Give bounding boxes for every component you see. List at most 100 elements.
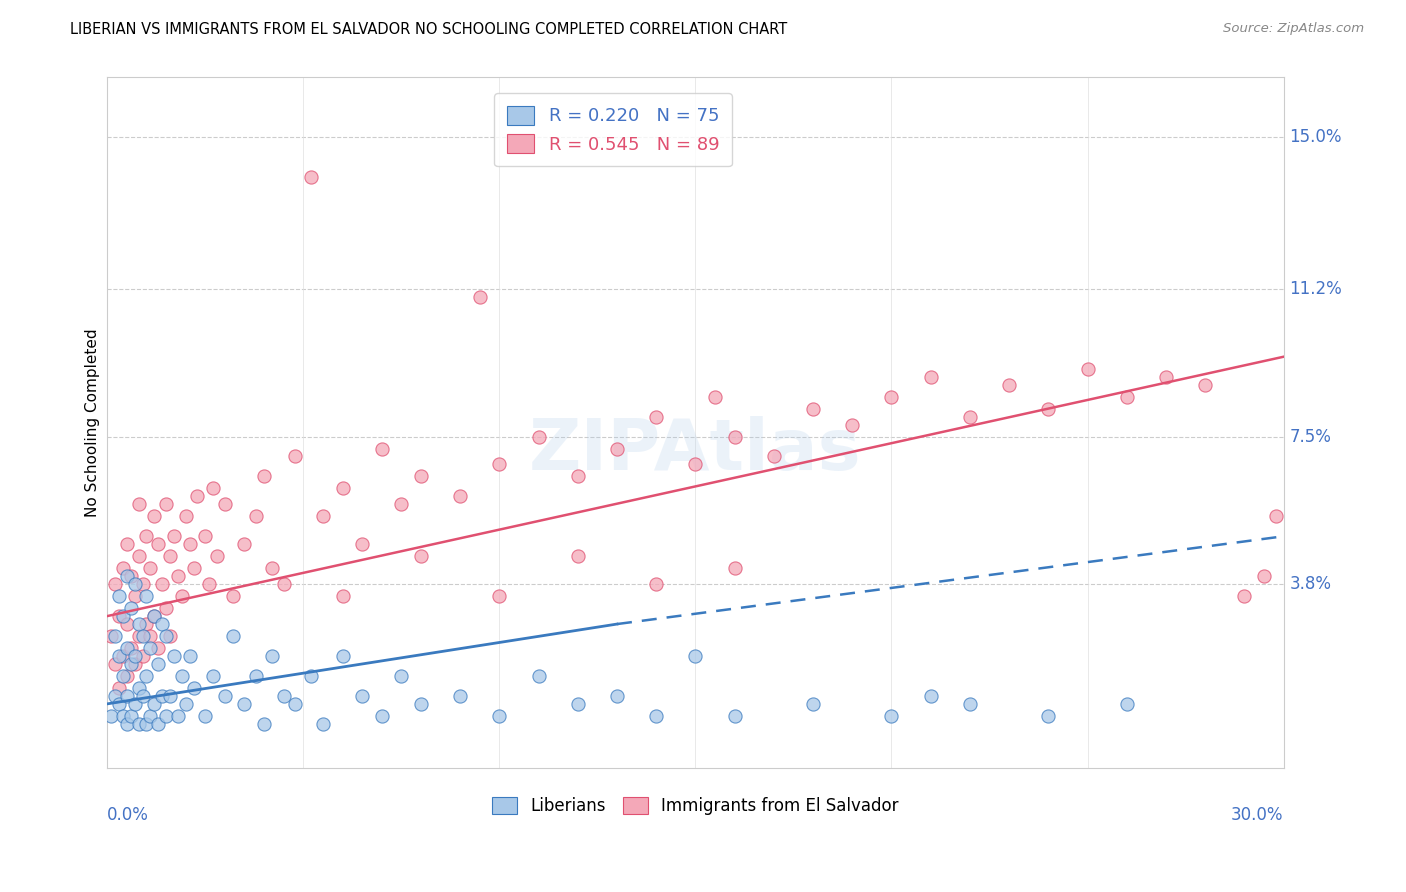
Point [108,648,131,663]
Point [104,629,127,643]
Point [128,497,150,511]
Point [135,617,157,632]
Point [1038,401,1060,416]
Point [104,577,127,591]
Text: 0.0%: 0.0% [107,805,149,823]
Point [488,709,510,723]
Point [139,561,162,575]
Point [108,681,131,695]
Point [179,648,201,663]
Point [488,458,510,472]
Point [352,689,374,703]
Point [370,442,392,456]
Point [111,561,134,575]
Text: 11.2%: 11.2% [1289,280,1343,298]
Point [1076,361,1098,376]
Point [273,577,295,591]
Point [139,640,162,655]
Point [104,657,127,671]
Point [645,577,668,591]
Point [723,561,745,575]
Point [801,401,824,416]
Point [214,497,236,511]
Point [312,509,335,524]
Point [131,629,153,643]
Point [183,681,205,695]
Point [723,709,745,723]
Point [115,617,138,632]
Point [1233,589,1256,603]
Point [108,609,131,624]
Point [148,640,170,655]
Point [841,417,863,432]
Point [1264,509,1286,524]
Point [409,469,432,483]
Point [332,589,354,603]
Point [723,429,745,443]
Point [685,458,707,472]
Point [567,697,589,711]
Point [139,629,162,643]
Y-axis label: No Schooling Completed: No Schooling Completed [86,328,100,516]
Point [150,617,173,632]
Point [194,529,217,543]
Point [155,709,177,723]
Point [115,689,138,703]
Point [150,577,173,591]
Point [527,429,550,443]
Point [284,697,307,711]
Point [115,537,138,551]
Point [194,709,217,723]
Point [155,601,177,615]
Point [111,709,134,723]
Point [131,577,153,591]
Point [159,549,181,564]
Text: 30.0%: 30.0% [1232,805,1284,823]
Point [111,669,134,683]
Point [159,629,181,643]
Point [1115,390,1137,404]
Point [1194,377,1216,392]
Point [920,689,942,703]
Point [139,709,162,723]
Point [214,689,236,703]
Point [880,709,903,723]
Point [198,577,221,591]
Point [135,529,157,543]
Point [128,716,150,731]
Point [312,716,335,731]
Point [163,648,186,663]
Point [120,657,142,671]
Point [260,561,283,575]
Point [409,549,432,564]
Point [959,697,981,711]
Text: 15.0%: 15.0% [1289,128,1341,146]
Point [920,369,942,384]
Point [1253,569,1275,583]
Point [186,489,208,503]
Point [143,609,166,624]
Point [202,482,225,496]
Point [150,689,173,703]
Point [120,709,142,723]
Point [299,669,322,683]
Point [124,577,146,591]
Point [606,689,628,703]
Point [115,716,138,731]
Point [148,716,170,731]
Point [143,509,166,524]
Text: LIBERIAN VS IMMIGRANTS FROM EL SALVADOR NO SCHOOLING COMPLETED CORRELATION CHART: LIBERIAN VS IMMIGRANTS FROM EL SALVADOR … [70,22,787,37]
Point [245,669,267,683]
Point [880,390,903,404]
Point [128,629,150,643]
Point [124,697,146,711]
Point [332,482,354,496]
Point [389,497,412,511]
Point [1154,369,1177,384]
Point [959,409,981,424]
Point [299,170,322,185]
Point [143,697,166,711]
Point [253,716,276,731]
Point [567,549,589,564]
Point [135,716,157,731]
